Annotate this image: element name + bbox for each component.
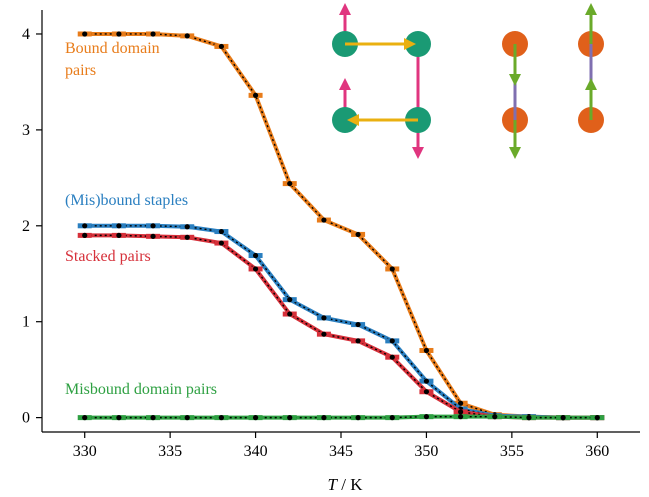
x-tick-label: 340 xyxy=(244,443,268,460)
x-tick-label: 355 xyxy=(500,443,524,460)
y-tick-label: 4 xyxy=(22,26,30,43)
data-point xyxy=(321,415,327,421)
data-point xyxy=(321,315,327,321)
data-point xyxy=(82,415,88,421)
data-point xyxy=(389,266,395,272)
data-point xyxy=(321,217,327,223)
x-axis-title: T / K xyxy=(328,475,364,494)
data-point xyxy=(150,415,156,421)
data-point xyxy=(116,31,122,37)
data-point xyxy=(389,354,395,360)
data-point xyxy=(526,415,532,421)
series-label: (Mis)bound staples xyxy=(65,192,188,209)
series-line-dotted-overlay xyxy=(84,415,598,419)
series-label-line: Stacked pairs xyxy=(65,248,151,265)
data-point xyxy=(287,297,293,303)
domain-state-inset-illustration xyxy=(332,2,604,159)
series-label-line: Bound domain xyxy=(65,40,160,57)
y-tick-label: 3 xyxy=(22,122,30,139)
data-point xyxy=(560,415,566,421)
data-point xyxy=(355,231,361,238)
series-annotations: Bound domain pairs (Mis)bound staples Stack… xyxy=(65,40,217,398)
data-point xyxy=(423,414,430,420)
data-point xyxy=(150,223,156,229)
series-label-line: Misbound domain pairs xyxy=(65,381,217,398)
data-point xyxy=(423,378,430,384)
data-point xyxy=(82,31,88,37)
data-point xyxy=(458,400,464,406)
x-tick-label: 350 xyxy=(414,443,438,460)
series-line-dotted-overlay xyxy=(84,225,598,419)
data-point xyxy=(184,224,190,230)
data-point xyxy=(150,31,156,37)
data-point xyxy=(184,415,190,421)
x-tick-label: 360 xyxy=(585,443,609,460)
data-point xyxy=(287,180,293,187)
data-point xyxy=(594,415,600,421)
x-tick-label: 335 xyxy=(158,443,182,460)
data-point xyxy=(321,331,327,337)
data-point xyxy=(218,240,224,246)
data-point xyxy=(116,223,122,229)
series-3 xyxy=(77,414,605,421)
series-line-dotted-overlay xyxy=(84,234,598,419)
data-point xyxy=(218,415,224,421)
data-point xyxy=(82,232,88,238)
data-point xyxy=(355,321,361,328)
series-layer xyxy=(77,31,605,421)
series-label-line: (Mis)bound staples xyxy=(65,192,188,209)
data-point xyxy=(150,233,156,239)
data-point xyxy=(252,92,259,98)
series-label: Bound domain pairs xyxy=(65,40,160,79)
y-tick-label: 2 xyxy=(22,218,30,235)
series-label: Stacked pairs xyxy=(65,248,151,265)
data-point xyxy=(423,389,430,395)
data-point xyxy=(287,311,293,317)
axes: 330 335 340 345 350 355 360 0 1 2 3 4 xyxy=(22,10,640,460)
teal-domain-icon xyxy=(332,107,358,133)
data-point xyxy=(252,415,259,421)
data-point xyxy=(355,415,361,421)
data-point xyxy=(218,228,224,235)
x-tick-label: 330 xyxy=(73,443,97,460)
teal-domain-icon xyxy=(405,31,431,57)
data-point xyxy=(423,347,430,354)
data-point xyxy=(116,415,122,421)
data-point xyxy=(389,338,395,344)
data-point xyxy=(252,266,259,272)
data-point xyxy=(458,414,464,420)
data-point xyxy=(252,252,259,259)
data-point xyxy=(116,232,122,238)
data-point xyxy=(184,33,190,39)
series-label-line: pairs xyxy=(65,62,96,79)
data-point xyxy=(458,409,464,415)
data-point xyxy=(492,414,498,420)
series-line-dotted-overlay xyxy=(84,33,598,419)
series-label: Misbound domain pairs xyxy=(65,381,217,398)
y-tick-label: 1 xyxy=(22,314,30,331)
y-tick-label: 0 xyxy=(22,410,30,427)
x-tick-label: 345 xyxy=(329,443,353,460)
data-point xyxy=(389,415,395,421)
data-point xyxy=(287,415,293,421)
data-point xyxy=(218,43,224,50)
data-point xyxy=(82,223,88,229)
data-point xyxy=(355,338,361,344)
data-point xyxy=(184,234,190,240)
